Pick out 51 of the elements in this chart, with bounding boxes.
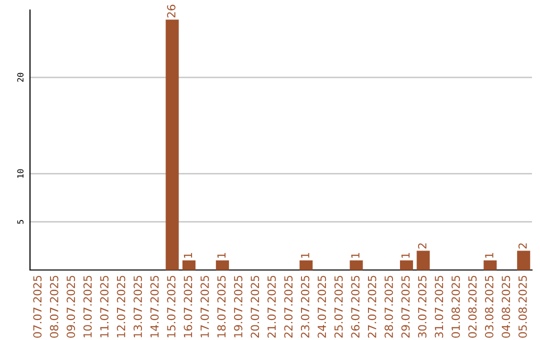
x-tick-label: 27.07.2025 — [368, 276, 376, 338]
x-tick-label: 19.07.2025 — [234, 276, 242, 338]
x-tick-label: 21.07.2025 — [267, 276, 276, 338]
bar — [350, 260, 363, 270]
bar — [484, 260, 497, 270]
x-tick-label: 12.07.2025 — [116, 276, 126, 338]
x-tick-label: 13.07.2025 — [134, 276, 142, 338]
bar — [216, 260, 229, 270]
x-tick-label: 08.07.2025 — [50, 276, 58, 338]
x-tick-label: 02.08.2025 — [468, 276, 477, 338]
x-tick-label: 18.07.2025 — [217, 276, 226, 338]
x-tick-label: 05.08.2025 — [518, 276, 527, 338]
x-tick-label: 29.07.2025 — [401, 276, 410, 338]
x-tick-label: 30.07.2025 — [418, 276, 426, 338]
data-label: 2 — [418, 243, 426, 249]
bar — [300, 260, 313, 270]
x-tick-label: 01.08.2025 — [452, 276, 460, 338]
bar — [400, 260, 414, 270]
y-tick-label: 20 — [17, 72, 24, 82]
data-label: 1 — [351, 252, 360, 258]
bar — [166, 20, 179, 270]
x-tick-label: 28.07.2025 — [384, 276, 393, 338]
bar — [182, 260, 196, 270]
x-tick-label: 09.07.2025 — [66, 276, 76, 338]
x-tick-label: 17.07.2025 — [200, 276, 209, 338]
y-tick-label: 5 — [17, 220, 24, 224]
data-label: 1 — [401, 252, 410, 258]
data-label: 1 — [301, 252, 310, 258]
x-tick-label: 03.08.2025 — [484, 276, 494, 338]
data-label: 1 — [184, 252, 192, 258]
bar — [416, 250, 430, 270]
x-tick-label: 25.07.2025 — [334, 276, 343, 338]
x-tick-label: 20.07.2025 — [250, 276, 260, 338]
x-tick-label: 10.07.2025 — [83, 276, 92, 338]
y-tick-label: 10 — [17, 169, 24, 178]
data-label: 1 — [217, 252, 226, 258]
data-label: 26 — [167, 4, 176, 18]
x-tick-label: 22.07.2025 — [284, 276, 293, 338]
x-tick-label: 04.08.2025 — [502, 276, 510, 338]
x-tick-label: 11.07.2025 — [100, 276, 109, 338]
x-tick-label: 16.07.2025 — [184, 276, 192, 338]
data-label: 2 — [518, 243, 527, 249]
data-label: 1 — [485, 252, 494, 258]
x-tick-label: 14.07.2025 — [150, 276, 159, 338]
x-tick-label: 24.07.2025 — [318, 276, 326, 338]
x-tick-label: 07.07.2025 — [33, 276, 42, 338]
x-tick-label: 26.07.2025 — [351, 276, 360, 338]
x-tick-label: 23.07.2025 — [300, 276, 310, 338]
bar — [517, 250, 530, 270]
x-tick-label: 15.07.2025 — [167, 276, 176, 338]
x-tick-label: 31.07.2025 — [434, 276, 444, 338]
